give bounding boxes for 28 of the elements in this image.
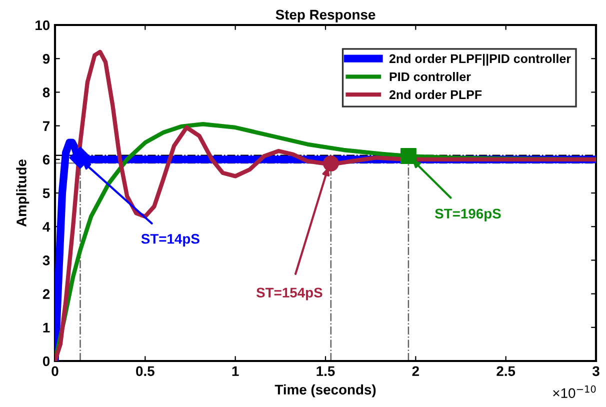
y-tick-label: 3 [42, 256, 50, 266]
annotation: ST=154pS [256, 288, 322, 300]
y-tick-label: 0 [42, 356, 50, 366]
legend-label: PID controller [390, 72, 471, 82]
y-tick-label: 2 [42, 289, 50, 299]
annotation: ST=14pS [141, 234, 200, 247]
x-tick-label: 2.5 [496, 366, 516, 376]
y-tick-label: 1 [43, 322, 50, 332]
x-tick-label: 0 [52, 366, 58, 376]
x-tick-label: 2 [412, 366, 419, 376]
x-tick-label: 0.5 [136, 366, 154, 376]
annotation: ST=196pS [434, 208, 501, 222]
x-tick-label: 1 [232, 366, 239, 376]
legend-label: 2nd order PLPF||PID controller [389, 54, 571, 66]
text: ×10$^{−10}$ [553, 385, 596, 398]
y-axis-title: Amplitude [16, 160, 30, 227]
chart-title: Step Response [276, 10, 376, 22]
x-tick-label: 3 [592, 366, 600, 376]
y-tick-label: 6 [42, 154, 50, 165]
y-tick-label: 8 [42, 88, 50, 98]
x-tick-label: 1.5 [316, 366, 335, 376]
y-tick-label: 7 [43, 121, 50, 131]
y-tick-label: 10 [36, 20, 50, 30]
y-tick-label: 4 [42, 222, 50, 232]
y-tick-label: 5 [42, 188, 50, 198]
legend-label: 2nd order PLPF [389, 90, 482, 100]
y-tick-label: 9 [42, 54, 50, 64]
x-axis-title: Time (seconds) [274, 384, 376, 398]
